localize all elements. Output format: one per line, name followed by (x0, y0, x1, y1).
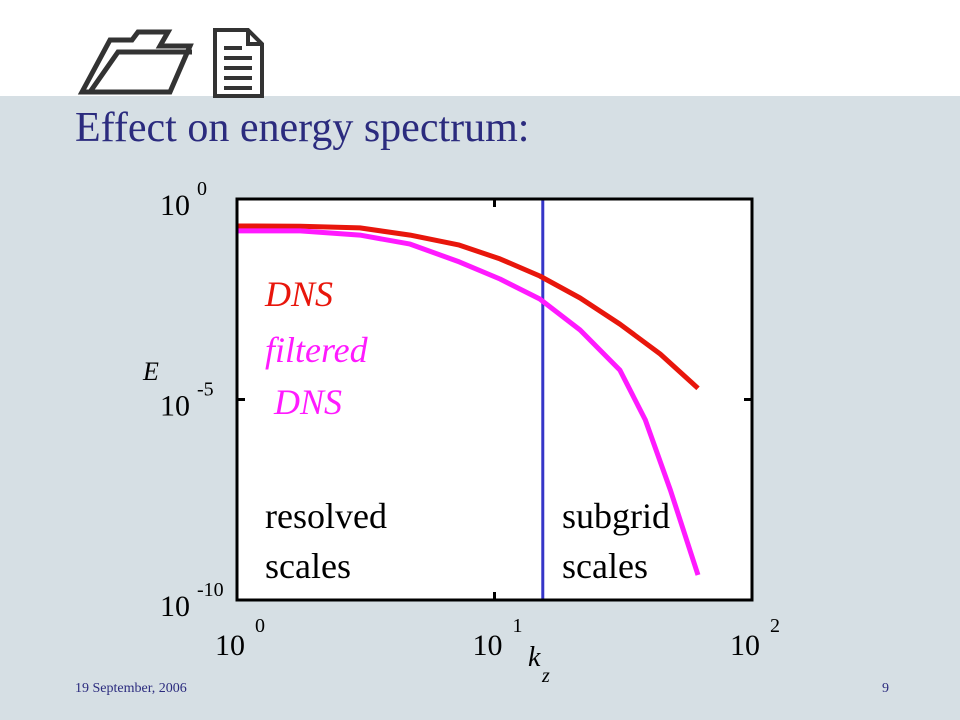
series-line (236, 223, 700, 391)
document-icon (213, 28, 264, 98)
legend-label: DNS (264, 274, 333, 314)
footer-date: 19 September, 2006 (75, 681, 187, 696)
y-tick-exponent: 0 (197, 178, 207, 200)
annotation: resolved (265, 496, 387, 536)
page-number: 9 (882, 681, 889, 696)
x-tick-label: 10 (730, 629, 760, 662)
annotation: scales (562, 546, 648, 586)
series-line (237, 228, 701, 576)
chart: 10 0 10 -5 10 -10 10 0 10 1 10 2 Ekz DNS filtered DNS r… (142, 178, 780, 687)
y-tick-exponent: -5 (197, 379, 214, 401)
y-tick-label: 10 (160, 590, 190, 623)
x-tick-exponent: 0 (255, 615, 265, 637)
x-tick-label: 10 (215, 629, 245, 662)
plot-area (237, 199, 752, 600)
x-axis-label: k (528, 642, 541, 673)
legend-label: filtered DNS (265, 330, 369, 422)
folder-icon (77, 29, 194, 95)
x-tick-exponent: 1 (513, 615, 523, 637)
annotation: subgrid (562, 496, 670, 536)
y-tick-label: 10 (160, 390, 190, 423)
y-tick-exponent: -10 (197, 579, 224, 601)
slide-title: Effect on energy spectrum: (75, 105, 529, 151)
header-band (0, 0, 960, 96)
x-axis-label-subscript: z (541, 665, 550, 687)
x-tick-label: 10 (473, 629, 503, 662)
annotation: scales (265, 546, 351, 586)
y-tick-label: 10 (160, 189, 190, 222)
y-axis-label: E (142, 357, 159, 386)
x-tick-exponent: 2 (770, 615, 780, 637)
